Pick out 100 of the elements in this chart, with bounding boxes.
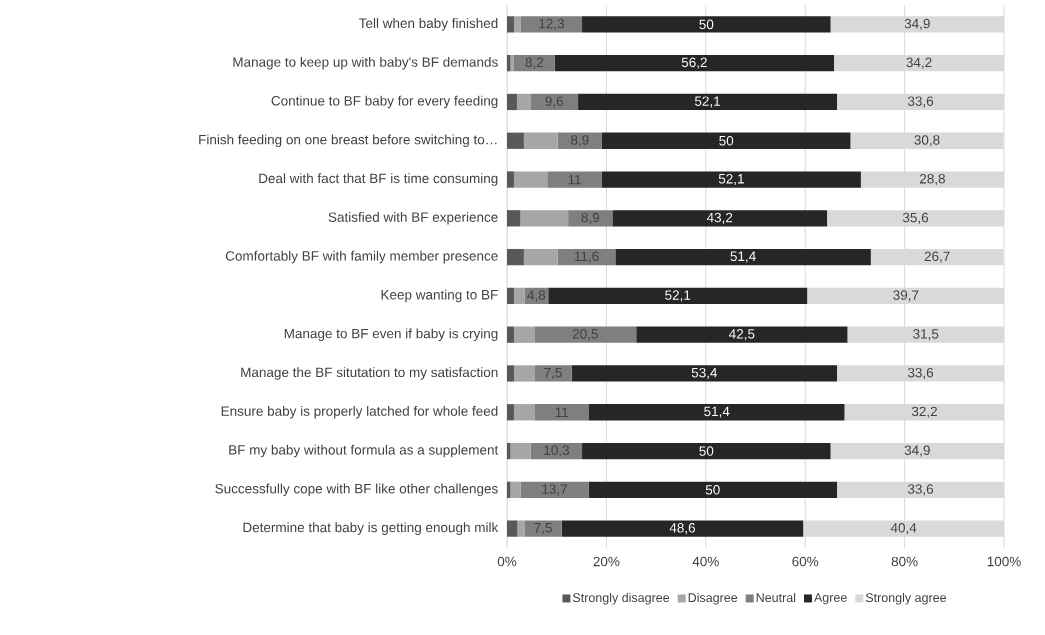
x-tick-label: 0% xyxy=(497,556,517,567)
data-label: 7,5 xyxy=(534,523,552,535)
data-label: 39,7 xyxy=(893,290,919,302)
legend-label: Neutral xyxy=(756,592,796,603)
data-label: 13,7 xyxy=(542,484,567,496)
bar xyxy=(513,287,525,305)
bar xyxy=(547,171,602,188)
y-tick-label: Manage to keep up with baby's BF demands xyxy=(233,56,498,70)
data-label: 53,4 xyxy=(691,367,718,380)
data-label: 51,4 xyxy=(704,406,730,418)
bar xyxy=(513,55,555,72)
data-label: 11,6 xyxy=(574,251,599,263)
bar xyxy=(554,55,835,72)
bar xyxy=(507,248,524,266)
data-label: 52,1 xyxy=(694,96,721,108)
bar xyxy=(520,16,583,33)
bar xyxy=(582,16,831,33)
bar xyxy=(568,210,613,227)
bar xyxy=(589,404,845,421)
bar xyxy=(507,326,514,343)
y-tick-label: BF my baby without formula as a supplement xyxy=(229,444,499,458)
data-label: 8,9 xyxy=(581,212,600,224)
bar xyxy=(561,520,804,537)
bar xyxy=(578,93,838,111)
bar xyxy=(557,248,616,266)
x-tick-label: 20% xyxy=(593,556,620,567)
data-label: 28,8 xyxy=(919,173,945,186)
data-label: 12,3 xyxy=(539,18,565,30)
x-tick-label: 100% xyxy=(987,556,1021,567)
y-tick-label: Finish feeding on one breast before switching to… xyxy=(199,134,497,148)
bar xyxy=(523,248,558,266)
bar xyxy=(534,404,590,421)
data-label: 9,6 xyxy=(545,96,564,108)
data-label: 33,6 xyxy=(907,96,934,108)
bar xyxy=(507,287,514,305)
data-label: 33,6 xyxy=(907,484,934,496)
bar xyxy=(510,481,521,498)
bar xyxy=(513,16,521,33)
bar xyxy=(513,404,535,421)
data-label: 48,6 xyxy=(669,523,695,535)
data-label: 35,6 xyxy=(902,212,929,224)
bar xyxy=(530,93,579,111)
data-label: 50 xyxy=(719,135,734,146)
x-tick-label: 80% xyxy=(891,556,918,567)
data-label: 8,2 xyxy=(525,57,544,69)
y-tick-label: Tell when baby finished xyxy=(359,18,498,31)
data-label: 34,9 xyxy=(904,445,930,457)
y-tick-label: Deal with fact that BF is time consuming xyxy=(259,173,498,186)
data-label: 8,9 xyxy=(571,135,589,147)
data-label: 33,6 xyxy=(907,367,934,380)
bar xyxy=(507,404,514,421)
y-tick-label: Manage the BF situtation to my satisfaction xyxy=(241,367,498,380)
bar xyxy=(510,442,531,460)
y-tick-label: Ensure baby is properly latched for whole feed xyxy=(221,405,498,419)
legend-label: Strongly disagree xyxy=(572,592,670,605)
bar xyxy=(548,287,808,305)
data-label: 40,4 xyxy=(890,523,917,535)
bar xyxy=(524,520,562,537)
data-label: 11 xyxy=(568,174,581,185)
data-label: 42,5 xyxy=(729,329,755,341)
bar xyxy=(534,326,637,343)
y-tick-label: Continue to BF baby for every feeding xyxy=(271,95,498,109)
legend-label: Strongly agree xyxy=(865,592,947,605)
bar xyxy=(523,132,558,149)
data-label: 52,1 xyxy=(665,290,691,302)
data-label: 50 xyxy=(699,19,714,30)
bar xyxy=(534,365,572,382)
data-label: 11 xyxy=(555,407,569,417)
data-label: 50 xyxy=(705,485,720,495)
y-tick-label: Keep wanting to BF xyxy=(381,289,498,303)
bar xyxy=(517,520,525,537)
bar xyxy=(507,520,518,537)
bar xyxy=(516,93,531,111)
data-label: 31,5 xyxy=(913,329,939,341)
data-label: 34,2 xyxy=(906,57,932,69)
data-label: 43,2 xyxy=(706,212,733,224)
data-label: 20,5 xyxy=(572,329,598,341)
bar xyxy=(507,93,517,111)
bar xyxy=(601,132,851,149)
x-tick-label: 40% xyxy=(692,556,719,567)
data-label: 7,5 xyxy=(544,367,562,379)
bar xyxy=(507,365,514,382)
bar xyxy=(507,16,514,33)
y-tick-label: Manage to BF even if baby is crying xyxy=(284,328,498,341)
data-label: 52,1 xyxy=(718,173,744,186)
data-label: 30,8 xyxy=(914,135,940,147)
y-tick-label: Successfully cope with BF like other challenges xyxy=(215,483,498,497)
y-tick-label: Satisfied with BF experience xyxy=(328,212,498,225)
bar xyxy=(513,326,535,343)
bar xyxy=(571,365,838,382)
bar xyxy=(520,210,569,227)
legend-label: Disagree xyxy=(688,592,738,605)
data-label: 50 xyxy=(699,446,714,456)
bar xyxy=(520,481,589,498)
data-label: 32,2 xyxy=(911,406,937,418)
bar xyxy=(507,171,514,188)
y-tick-label: Comfortably BF with family member presence xyxy=(225,250,498,264)
bar xyxy=(513,171,548,188)
bar xyxy=(615,248,871,266)
bar xyxy=(582,442,831,460)
